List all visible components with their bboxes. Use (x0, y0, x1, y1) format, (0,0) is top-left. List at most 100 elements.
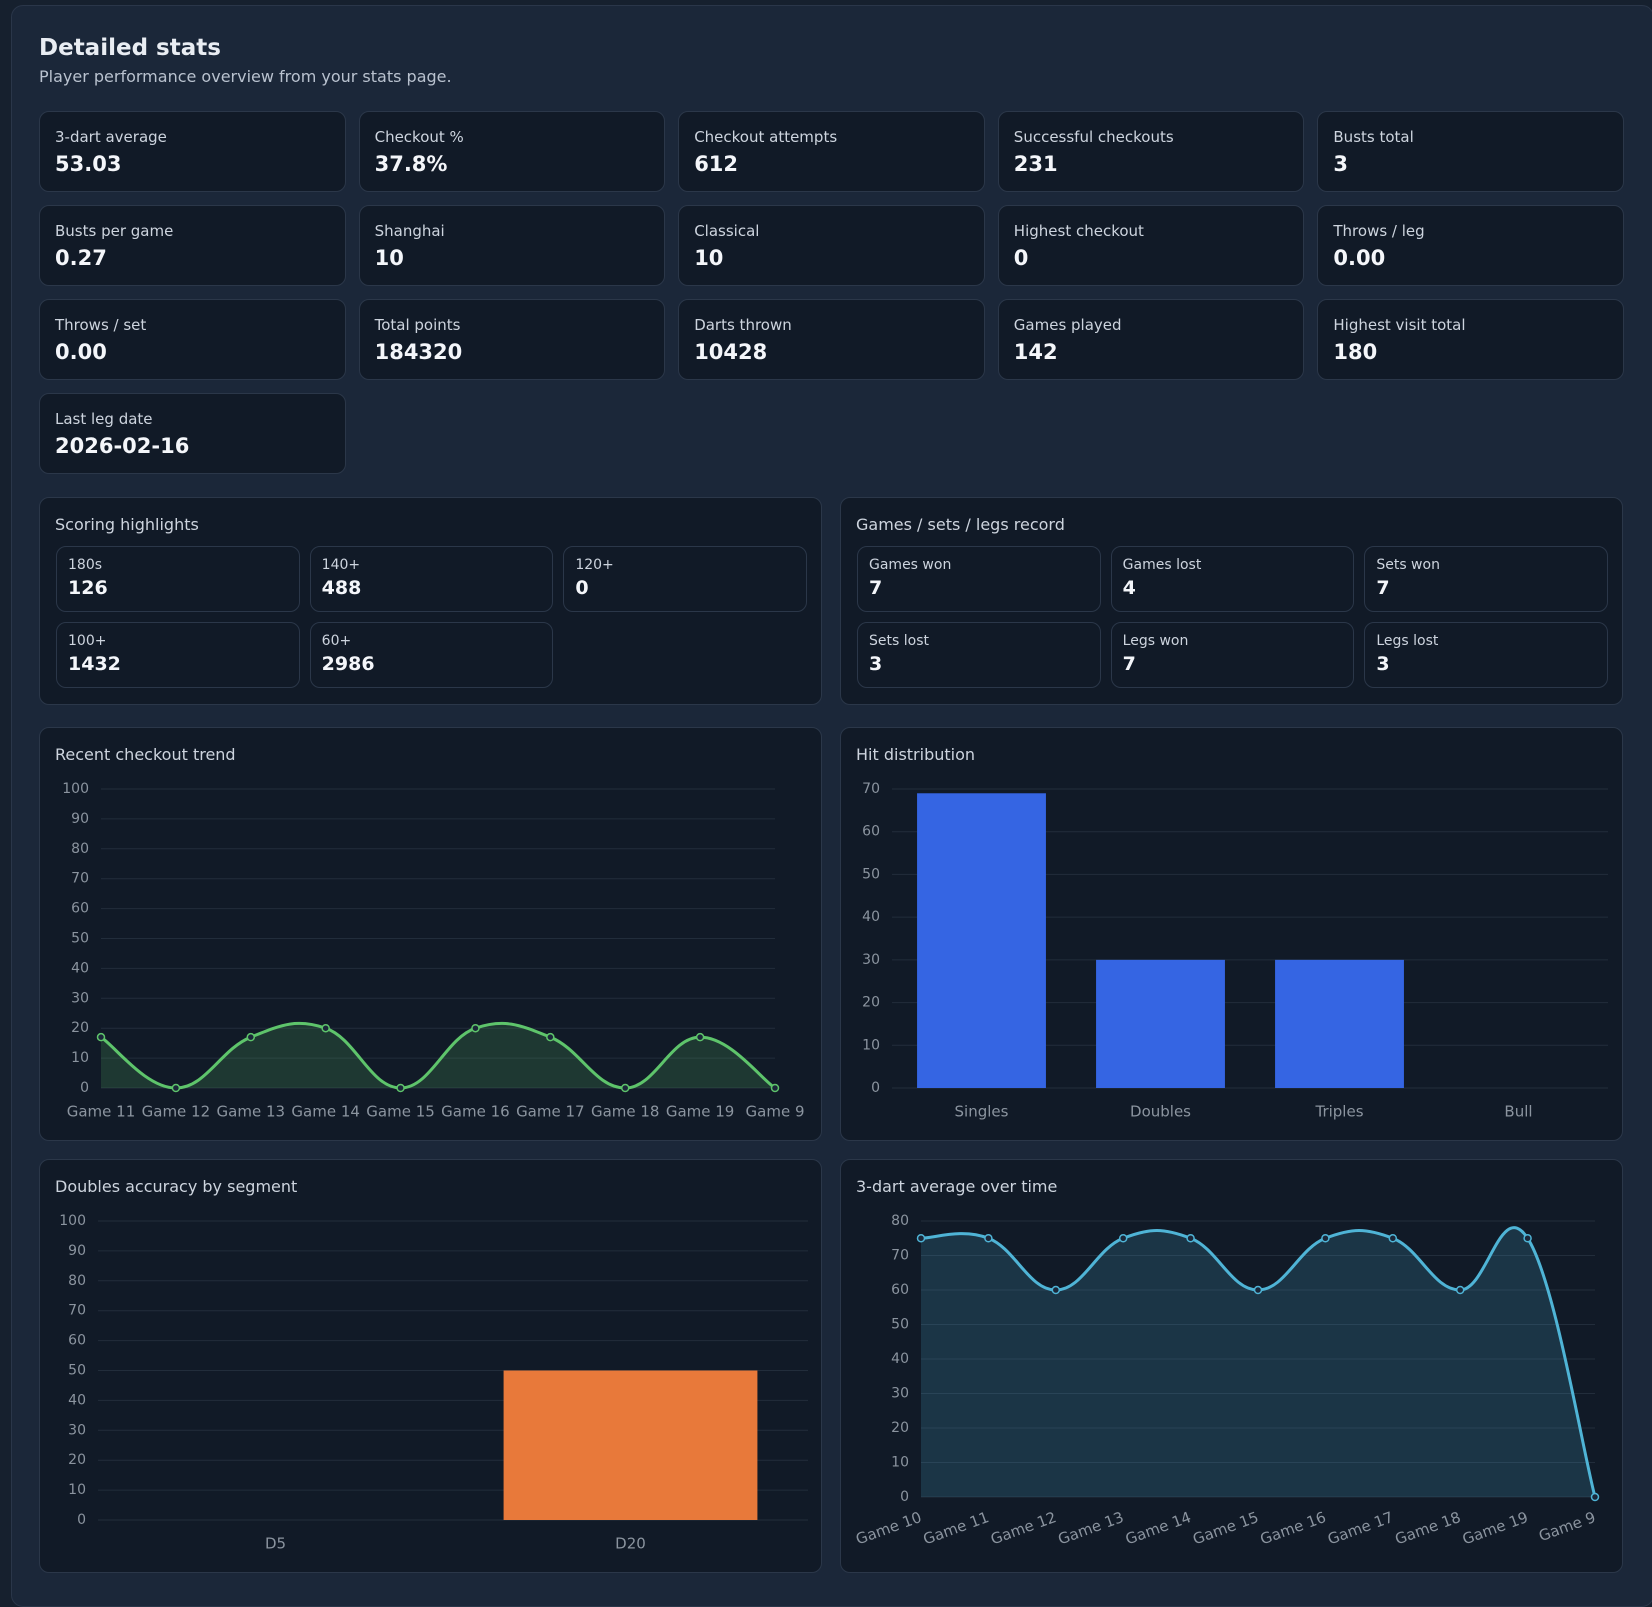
y-tick-label: 80 (71, 841, 89, 857)
point (1388, 1234, 1398, 1243)
y-tick-label: 100 (62, 781, 89, 797)
x-tick-label: D5 (265, 1535, 286, 1553)
scoring-card: 180s 126 (56, 546, 300, 612)
chart-title: Recent checkout trend (55, 745, 236, 764)
point (246, 1032, 256, 1042)
y-tick-label: 60 (71, 901, 89, 917)
record-card: Games won 7 (857, 546, 1101, 612)
x-tick-label: Game 11 (67, 1103, 136, 1121)
x-tick-label: Game 16 (441, 1103, 510, 1121)
point (770, 1083, 780, 1093)
chart-title: Hit distribution (856, 745, 976, 764)
y-tick-label: 70 (68, 1303, 86, 1319)
y-tick-label: 0 (77, 1512, 86, 1528)
stat-label: Checkout % (374, 128, 464, 146)
stat-card: Darts thrown 10428 (678, 299, 985, 380)
point (695, 1032, 705, 1042)
chart-card: Doubles accuracy by segment 0 10 20 30 40 50 60… (39, 1159, 822, 1573)
stat-label: Throws / set (55, 316, 147, 334)
y-tick-label: 0 (900, 1489, 909, 1505)
stat-label: Shanghai (374, 222, 445, 240)
item-value: 1432 (68, 653, 121, 675)
point (321, 1023, 330, 1033)
x-tick-label: Game 17 (516, 1103, 585, 1121)
stat-value: 612 (694, 152, 739, 176)
stat-card: Highest checkout 0 (997, 205, 1305, 286)
section-title: Games / sets / legs record (856, 515, 1065, 534)
stat-label: Busts total (1333, 128, 1414, 146)
point (396, 1083, 405, 1093)
y-tick-label: 40 (71, 960, 89, 976)
item-value: 4 (1122, 577, 1136, 599)
point (471, 1023, 480, 1033)
y-tick-label: 10 (891, 1455, 909, 1471)
item-label: Games lost (1122, 557, 1202, 573)
x-tick-label: Game 19 (666, 1103, 735, 1121)
x-tick-label: Game 9 (746, 1103, 805, 1121)
bar (503, 1370, 758, 1520)
stat-value: 37.8% (374, 152, 448, 176)
stat-card: Shanghai 10 (358, 205, 666, 286)
y-tick-label: 30 (891, 1386, 909, 1402)
stat-card: Successful checkouts 231 (997, 111, 1305, 192)
x-tick-label: Game 16 (1258, 1508, 1329, 1548)
stat-label: 3-dart average (55, 128, 167, 146)
record-grid: Games won 7 Games lost 4 Sets won 7 Sets lost 3… (857, 546, 1608, 688)
stat-label: Total points (374, 316, 461, 334)
y-tick-label: 20 (68, 1452, 86, 1468)
stat-label: Throws / leg (1333, 222, 1425, 240)
scoring-card: 120+ 0 (563, 546, 807, 612)
point (1186, 1234, 1195, 1243)
point (1051, 1285, 1061, 1295)
stat-value: 10428 (694, 340, 768, 364)
stat-value: 0.27 (55, 246, 107, 270)
y-tick-label: 40 (68, 1392, 86, 1408)
stat-label: Darts thrown (694, 316, 792, 334)
scoring-card: 140+ 488 (309, 546, 554, 612)
item-value: 126 (68, 577, 108, 599)
y-tick-label: 30 (68, 1422, 86, 1438)
area (921, 1227, 1595, 1497)
stat-label: Last leg date (55, 410, 153, 428)
y-tick-label: 70 (891, 1248, 909, 1264)
y-tick-label: 70 (862, 781, 880, 797)
scoring-grid: 180s 126 140+ 488 120+ 0 100+ 1432 60+ 2986 (56, 546, 807, 688)
stat-grid: 3-dart average 53.03 Checkout % 37.8% Checko… (39, 111, 1624, 474)
stat-label: Highest checkout (1013, 222, 1144, 240)
y-tick-label: 50 (862, 866, 880, 882)
y-tick-label: 0 (80, 1080, 89, 1096)
record-card: Games lost 4 (1110, 546, 1355, 612)
item-value: 7 (1122, 653, 1136, 675)
line (100, 1021, 776, 1090)
item-value: 7 (1376, 577, 1390, 599)
item-label: Legs lost (1376, 633, 1439, 649)
scoring-section: Scoring highlights 180s 126 140+ 488 120+ 0 10… (39, 497, 822, 705)
item-label: 100+ (68, 633, 107, 649)
x-tick-label: Game 14 (1123, 1508, 1194, 1548)
stat-value: 10 (694, 246, 724, 270)
stat-label: Checkout attempts (694, 128, 838, 146)
item-value: 2986 (321, 653, 375, 675)
page-title: Detailed stats (39, 35, 221, 61)
point (1321, 1234, 1330, 1243)
x-tick-label: Game 12 (988, 1508, 1059, 1548)
item-label: Sets won (1376, 557, 1440, 573)
y-tick-label: 90 (68, 1243, 86, 1259)
y-tick-label: 100 (59, 1213, 86, 1229)
x-tick-label: Game 10 (853, 1508, 924, 1548)
x-tick-label: Singles (955, 1103, 1009, 1121)
page-subtitle: Player performance overview from your st… (39, 67, 452, 86)
chart-card: Recent checkout trend 0 10 20 30 40 50 60 70 80 90… (39, 727, 822, 1141)
scoring-card: 60+ 2986 (309, 622, 554, 688)
y-tick-label: 30 (71, 990, 89, 1006)
x-tick-label: Game 18 (1393, 1508, 1464, 1548)
y-tick-label: 10 (68, 1482, 86, 1498)
chart-card: 3-dart average over time 0 10 20 30 40 50 60 70 8… (840, 1159, 1623, 1573)
y-tick-label: 80 (891, 1213, 909, 1229)
stat-card: Checkout attempts 612 (678, 111, 985, 192)
item-label: Games won (869, 557, 952, 573)
y-tick-label: 30 (862, 952, 880, 968)
y-tick-label: 20 (891, 1420, 909, 1436)
